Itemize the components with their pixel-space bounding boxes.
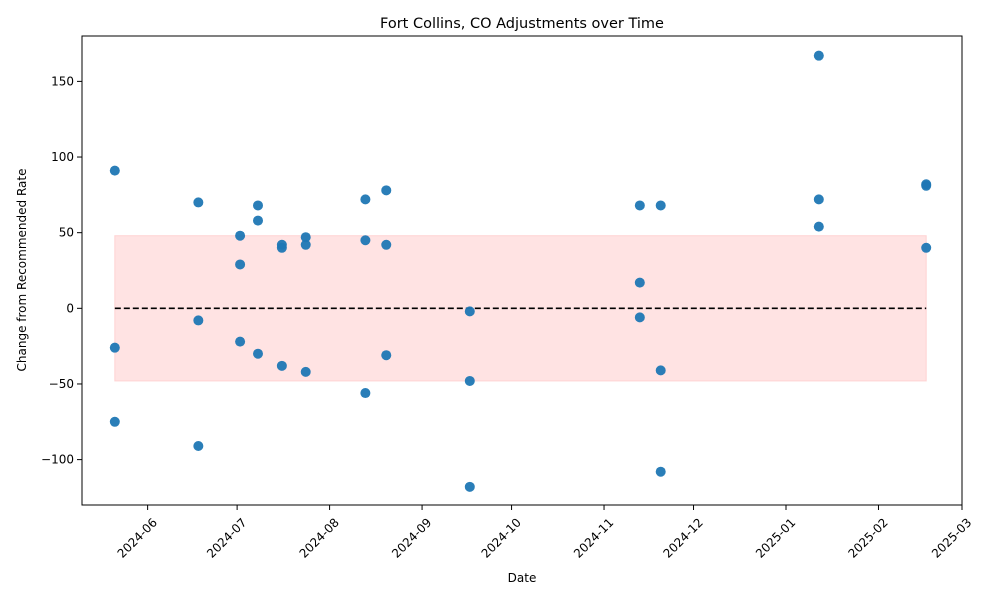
data-point-9 — [253, 200, 263, 211]
x-axis-title: Date — [508, 571, 537, 585]
data-point-11 — [253, 348, 263, 359]
data-point-6 — [235, 230, 246, 241]
data-point-10 — [253, 215, 263, 226]
y-axis-ticks: −100 −50 0 50 100 150 — [41, 74, 82, 467]
data-point-34 — [813, 194, 824, 205]
data-point-1 — [109, 342, 120, 353]
y-axis-title: Change from Recommended Rate — [15, 169, 29, 372]
data-point-26 — [464, 481, 475, 492]
data-point-2 — [109, 416, 120, 427]
data-point-30 — [655, 200, 666, 211]
data-point-35 — [813, 221, 824, 232]
data-point-15 — [300, 232, 311, 243]
data-point-29 — [634, 312, 645, 323]
data-point-28 — [634, 277, 645, 288]
chart-title: Fort Collins, CO Adjustments over Time — [380, 16, 664, 32]
data-point-38 — [921, 242, 932, 253]
data-point-22 — [381, 239, 392, 250]
data-point-33 — [813, 50, 824, 61]
data-point-20 — [360, 388, 371, 399]
data-point-19 — [360, 235, 371, 246]
data-point-14 — [276, 360, 287, 371]
y-tick-label-1: −50 — [49, 377, 74, 391]
y-tick-label-3: 50 — [59, 226, 74, 240]
y-tick-label-4: 100 — [51, 150, 74, 164]
data-points-layer — [109, 50, 932, 492]
data-point-37 — [921, 180, 932, 191]
data-point-7 — [235, 259, 246, 270]
y-tick-label-0: −100 — [41, 453, 74, 467]
data-point-32 — [655, 466, 666, 477]
plot-frame — [81, 35, 963, 506]
data-point-18 — [360, 194, 371, 205]
data-point-21 — [381, 185, 392, 196]
data-point-0 — [109, 165, 120, 176]
data-point-27 — [634, 200, 645, 211]
data-point-17 — [300, 366, 311, 377]
data-point-31 — [655, 365, 666, 376]
data-point-23 — [381, 350, 392, 361]
data-point-8 — [235, 336, 246, 347]
data-point-25 — [464, 375, 475, 386]
data-point-3 — [193, 197, 204, 208]
data-point-4 — [193, 315, 204, 326]
data-point-16 — [300, 239, 311, 250]
data-point-24 — [464, 306, 475, 317]
y-tick-label-2: 0 — [66, 301, 74, 315]
data-point-13 — [276, 242, 287, 253]
data-point-5 — [193, 440, 204, 451]
y-tick-label-5: 150 — [51, 74, 74, 88]
